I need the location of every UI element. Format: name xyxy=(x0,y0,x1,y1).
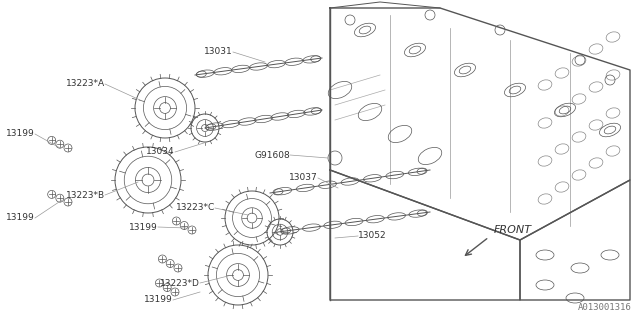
Text: 13223*B: 13223*B xyxy=(66,190,105,199)
Text: 13199: 13199 xyxy=(6,213,35,222)
Text: 13199: 13199 xyxy=(6,130,35,139)
Text: 13031: 13031 xyxy=(204,47,233,57)
Text: A013001316: A013001316 xyxy=(579,303,632,312)
Text: 13199: 13199 xyxy=(144,295,173,305)
Text: 13199: 13199 xyxy=(129,222,158,231)
Text: 13223*A: 13223*A xyxy=(66,79,105,89)
Text: FRONT: FRONT xyxy=(494,225,532,235)
Text: 13034: 13034 xyxy=(147,148,175,156)
Text: G91608: G91608 xyxy=(254,150,290,159)
Text: 13052: 13052 xyxy=(358,231,387,241)
Text: 13223*C: 13223*C xyxy=(176,204,215,212)
Text: 13223*D: 13223*D xyxy=(160,278,200,287)
Text: 13037: 13037 xyxy=(289,173,318,182)
